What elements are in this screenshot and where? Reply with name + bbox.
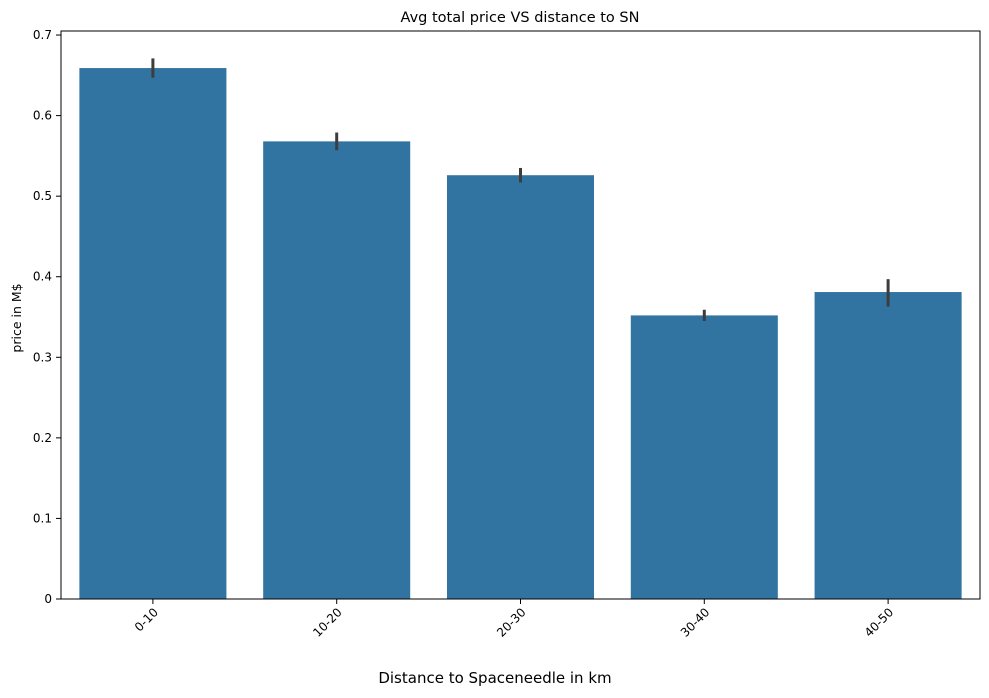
bar-0-10 — [79, 68, 227, 600]
y-tick-label: 0.1 — [33, 511, 52, 525]
y-axis-label: price in M$ — [9, 283, 24, 352]
y-tick-label: 0.7 — [33, 28, 52, 42]
y-tick-label: 0.2 — [33, 431, 52, 445]
x-tick-label: 30-40 — [678, 605, 713, 640]
bars-layer — [79, 68, 962, 600]
bar-30-40 — [630, 315, 778, 599]
x-tick-label: 10-20 — [310, 605, 345, 640]
x-tick-label: 40-50 — [862, 605, 897, 640]
y-tick-label: 0.6 — [33, 109, 52, 123]
bar-10-20 — [263, 141, 411, 599]
error-bars-layer — [151, 58, 890, 322]
bar-20-30 — [446, 175, 595, 599]
x-axis: 0-10 10-20 20-30 30-40 40-50 — [132, 599, 896, 640]
y-axis: 0 0.1 0.2 0.3 0.4 0.5 0.6 0.7 — [33, 28, 61, 606]
x-axis-label: Distance to Spaceneedle in km — [378, 669, 611, 687]
x-tick-label: 0-10 — [132, 605, 161, 634]
y-tick-label: 0.3 — [33, 350, 52, 364]
plot-frame — [60, 30, 981, 600]
y-tick-label: 0.5 — [33, 189, 52, 203]
chart-title: Avg total price VS distance to SN — [401, 10, 640, 26]
bar-40-50 — [814, 292, 962, 599]
x-tick-label: 20-30 — [494, 605, 529, 640]
y-tick-label: 0 — [44, 592, 52, 606]
y-tick-label: 0.4 — [33, 270, 52, 284]
